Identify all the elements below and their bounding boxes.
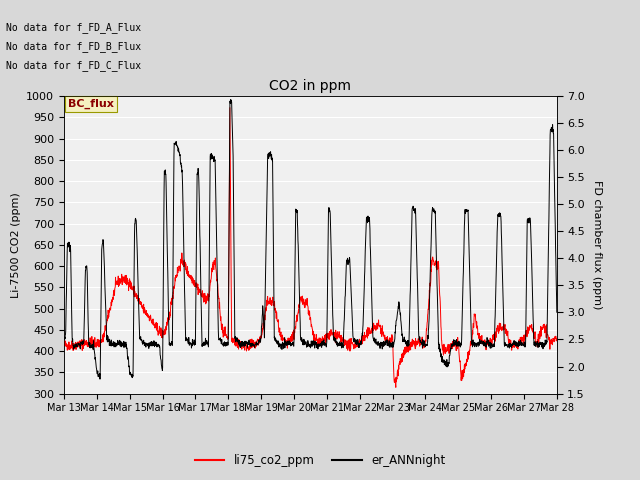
Y-axis label: FD chamber flux (ppm): FD chamber flux (ppm)	[591, 180, 602, 310]
Y-axis label: Li-7500 CO2 (ppm): Li-7500 CO2 (ppm)	[11, 192, 20, 298]
Text: BC_flux: BC_flux	[68, 99, 114, 109]
Text: No data for f_FD_C_Flux: No data for f_FD_C_Flux	[6, 60, 141, 71]
Text: No data for f_FD_B_Flux: No data for f_FD_B_Flux	[6, 41, 141, 52]
Legend: li75_co2_ppm, er_ANNnight: li75_co2_ppm, er_ANNnight	[190, 449, 450, 472]
Title: CO2 in ppm: CO2 in ppm	[269, 80, 351, 94]
Text: No data for f_FD_A_Flux: No data for f_FD_A_Flux	[6, 22, 141, 33]
